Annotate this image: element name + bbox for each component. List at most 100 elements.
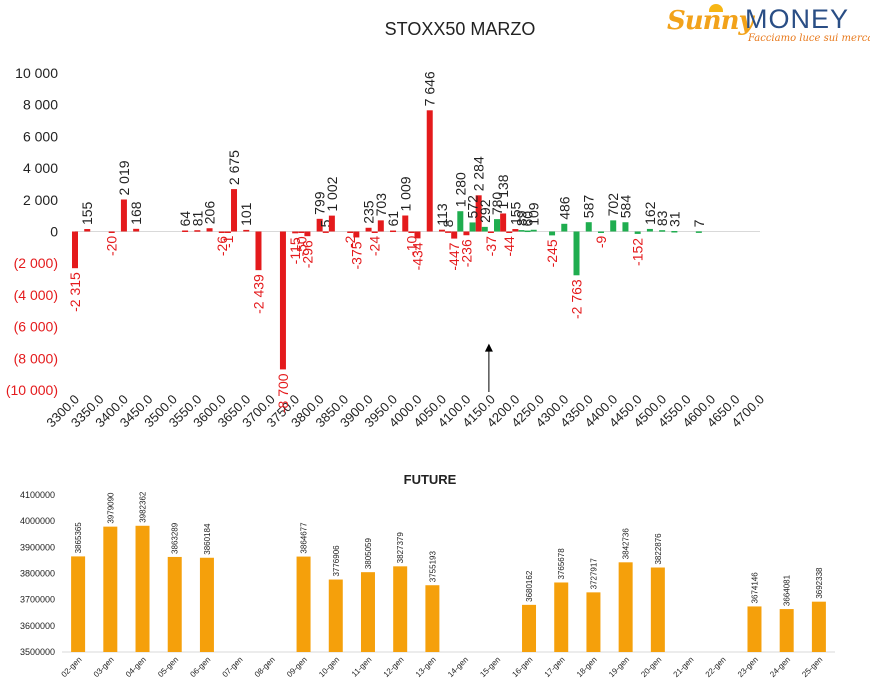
chart1-data-label: 292	[477, 199, 493, 223]
chart1-data-label: 155	[79, 201, 95, 225]
chart1-data-label: 2 675	[226, 150, 242, 185]
chart2-y-tick-label: 3700000	[20, 595, 55, 605]
chart1-y-tick-label: 0	[50, 224, 58, 240]
chart1-bar	[218, 231, 225, 233]
chart1-bar	[377, 220, 384, 232]
chart1-data-label: 109	[526, 202, 542, 226]
chart2-y-tick-label: 4100000	[20, 490, 55, 500]
chart1-data-label: 60	[520, 211, 536, 227]
chart1-bar	[182, 230, 189, 232]
chart1-bar	[573, 231, 580, 276]
chart1-bar	[243, 229, 250, 232]
chart2-bar	[103, 526, 118, 652]
chart1-bar	[451, 231, 458, 239]
chart2-y-tick-label: 3900000	[20, 542, 55, 552]
chart1-data-label: 31	[666, 211, 682, 227]
chart1-bar	[365, 227, 372, 232]
chart2-bar	[747, 606, 762, 652]
sun-icon	[709, 4, 723, 12]
chart1-y-tick-label: 2 000	[23, 192, 58, 208]
chart1-y-tick-label: 4 000	[23, 160, 58, 176]
chart2-x-tick-label: 06-gen	[188, 655, 212, 679]
chart2-bar	[296, 556, 311, 652]
logo-brand-second: MONEY	[745, 4, 850, 34]
chart1-y-tick-label: (2 000)	[14, 255, 58, 271]
chart1-data-label: -50	[293, 236, 309, 256]
chart1-bar	[390, 230, 397, 233]
chart2-data-label: 3674146	[750, 572, 759, 604]
chart1-data-label: -434	[410, 242, 426, 270]
chart1-data-label: -296	[299, 240, 315, 268]
chart2-y-tick-label: 4000000	[20, 516, 55, 526]
chart2-x-tick-label: 08-gen	[253, 655, 277, 679]
chart1-bar	[224, 231, 231, 233]
chart1-data-label: 587	[581, 195, 597, 219]
chart1-y-tick-label: (10 000)	[6, 382, 58, 398]
chart1-bar	[279, 231, 286, 370]
chart1-bar	[500, 213, 507, 232]
chart1-data-label: 7	[691, 219, 707, 227]
chart2-bar	[167, 556, 182, 652]
chart2-x-tick-label: 07-gen	[221, 655, 245, 679]
chart1-data-label: 83	[654, 210, 670, 226]
chart1-data-label: 2 284	[471, 156, 487, 191]
chart1-data-label: -44	[501, 236, 517, 256]
chart1-bar	[292, 231, 299, 234]
chart1-bar	[585, 222, 592, 232]
chart1-data-label: 799	[312, 191, 328, 215]
chart1-bar	[597, 231, 604, 233]
chart1-bar	[255, 231, 262, 271]
chart2-bar	[618, 562, 633, 652]
chart1-bar	[469, 222, 476, 232]
chart2-data-label: 3776906	[332, 545, 341, 577]
chart1-data-label: -10	[403, 235, 419, 255]
chart2-data-label: 3982362	[139, 491, 148, 523]
chart2-bar	[199, 557, 214, 652]
chart1-data-label: 81	[189, 210, 205, 226]
sunny-money-logo: Sunny MONEY Facciamo luce sui mercati	[665, 4, 870, 48]
chart2-data-label: 3727917	[589, 558, 598, 590]
chart1-data-label: 7 646	[422, 71, 438, 106]
chart2-data-label: 3864677	[300, 522, 309, 554]
chart1-data-label: 155	[507, 201, 523, 225]
chart1-bar	[475, 195, 482, 232]
chart1-bar	[402, 215, 409, 232]
chart1-bar	[438, 229, 445, 232]
chart1-bar	[371, 231, 378, 233]
chart2-data-label: 3827379	[396, 532, 405, 564]
chart2-x-tick-label: 22-gen	[704, 655, 728, 679]
chart1-bar	[506, 231, 513, 233]
chart1-data-label: 61	[385, 211, 401, 227]
chart1-bar	[304, 231, 311, 237]
chart2-x-tick-label: 03-gen	[92, 655, 116, 679]
chart2-data-label: 3863289	[171, 522, 180, 554]
chart1-bar	[487, 231, 494, 233]
chart1-data-label: -20	[104, 236, 120, 256]
chart1-bar	[634, 231, 641, 234]
chart2-bar	[135, 525, 150, 652]
chart2-data-label: 3842736	[622, 528, 631, 560]
chart2-x-tick-label: 14-gen	[446, 655, 470, 679]
chart1-bar	[494, 219, 501, 232]
chart1-bar	[316, 218, 323, 232]
chart1-bar	[463, 231, 470, 236]
logo-tagline: Facciamo luce sui mercati	[748, 33, 870, 44]
chart1-data-label: 89	[513, 210, 529, 226]
chart1-data-label: 168	[128, 201, 144, 225]
chart2-title: FUTURE	[404, 472, 457, 487]
chart1-bar	[659, 230, 666, 232]
chart1-data-label: 1 138	[495, 174, 511, 209]
chart2-data-label: 3765678	[557, 548, 566, 580]
chart1-bar	[695, 231, 702, 233]
chart1-data-label: -8 700	[275, 373, 291, 413]
chart1-bar	[549, 231, 556, 236]
chart1-data-label: 162	[642, 201, 658, 225]
chart2-x-tick-label: 09-gen	[285, 655, 309, 679]
chart1-y-tick-label: 8 000	[23, 97, 58, 113]
chart2-x-tick-label: 17-gen	[543, 655, 567, 679]
chart1-data-label: -2 315	[67, 272, 83, 312]
chart1-bar	[298, 231, 305, 233]
chart2-data-label: 3865365	[74, 522, 83, 554]
chart2-x-tick-label: 04-gen	[124, 655, 148, 679]
